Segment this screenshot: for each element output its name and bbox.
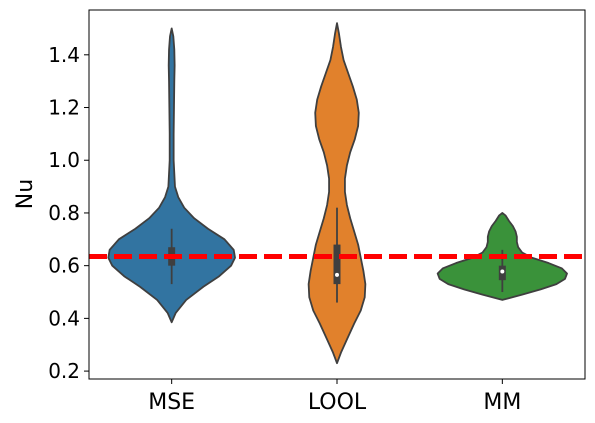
y-axis: 0.2 0.4 0.6 0.8 1.0 1.2 1.4 [48, 43, 89, 383]
y-tick-label: 1.2 [48, 96, 80, 120]
iqr-box-lool [333, 244, 341, 285]
y-tick-label: 0.2 [48, 359, 80, 383]
violin-lool [307, 22, 367, 365]
violin-mse [107, 27, 236, 324]
y-tick-label: 0.4 [48, 306, 80, 330]
y-tick-label: 1.4 [48, 43, 80, 67]
median-dot-lool [335, 272, 339, 277]
x-tick-label-lool: LOOL [308, 390, 367, 415]
x-tick-label-mse: MSE [148, 390, 195, 415]
y-tick-label: 1.0 [48, 148, 80, 172]
x-axis: MSE LOOL MM [148, 379, 521, 415]
median-dot-mm [500, 269, 505, 274]
violins-layer [107, 22, 568, 365]
x-tick-label-mm: MM [483, 390, 521, 415]
y-axis-label: Nu [13, 179, 38, 209]
y-tick-label: 0.8 [48, 201, 80, 225]
y-tick-label: 0.6 [48, 254, 80, 278]
